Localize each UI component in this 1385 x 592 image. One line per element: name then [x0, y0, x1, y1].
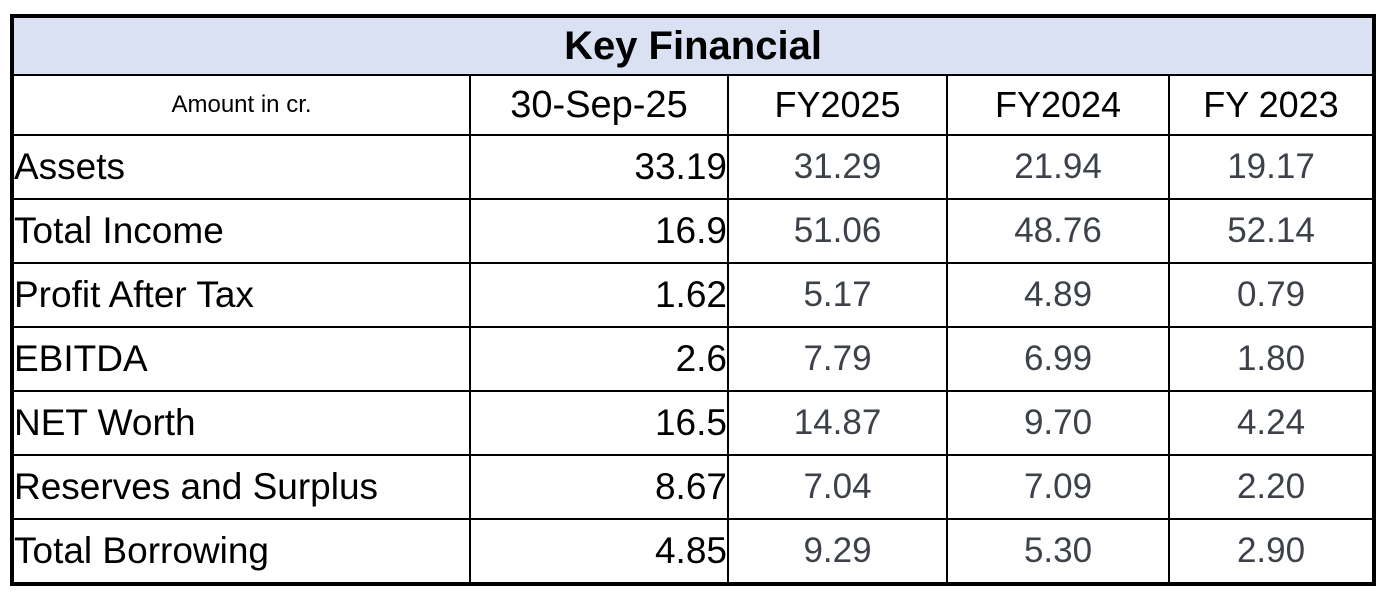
cell-value: 14.87: [727, 390, 948, 456]
title-row: Key Financial: [11, 15, 1375, 76]
table-row-net-worth: NET Worth 16.5 14.87 9.70 4.24: [11, 390, 1375, 456]
row-label: Profit After Tax: [11, 262, 471, 328]
cell-value: 52.14: [1168, 198, 1375, 264]
cell-value: 33.19: [469, 134, 729, 200]
cell-value: 0.79: [1168, 262, 1375, 328]
cell-value: 7.79: [727, 326, 948, 392]
cell-value: 4.89: [946, 262, 1170, 328]
row-label: EBITDA: [11, 326, 471, 392]
table-row-profit-after-tax: Profit After Tax 1.62 5.17 4.89 0.79: [11, 262, 1375, 328]
cell-value: 7.04: [727, 454, 948, 520]
cell-value: 5.17: [727, 262, 948, 328]
cell-value: 2.6: [469, 326, 729, 392]
cell-value: 51.06: [727, 198, 948, 264]
cell-value: 1.62: [469, 262, 729, 328]
cell-value: 21.94: [946, 134, 1170, 200]
cell-value: 8.67: [469, 454, 729, 520]
cell-value: 16.5: [469, 390, 729, 456]
cell-value: 9.29: [727, 518, 948, 585]
column-header-row: Amount in cr. 30-Sep-25 FY2025 FY2024 FY…: [11, 74, 1375, 136]
cell-value: 2.90: [1168, 518, 1375, 585]
cell-value: 6.99: [946, 326, 1170, 392]
row-label: Total Borrowing: [11, 518, 471, 585]
column-header-fy2025: FY2025: [727, 74, 948, 136]
table-row-reserves-and-surplus: Reserves and Surplus 8.67 7.04 7.09 2.20: [11, 454, 1375, 520]
cell-value: 16.9: [469, 198, 729, 264]
row-label: Reserves and Surplus: [11, 454, 471, 520]
cell-value: 2.20: [1168, 454, 1375, 520]
row-label: Assets: [11, 134, 471, 200]
cell-value: 4.24: [1168, 390, 1375, 456]
table-title: Key Financial: [11, 15, 1375, 76]
cell-value: 4.85: [469, 518, 729, 585]
table-row-ebitda: EBITDA 2.6 7.79 6.99 1.80: [11, 326, 1375, 392]
cell-value: 19.17: [1168, 134, 1375, 200]
table-row-assets: Assets 33.19 31.29 21.94 19.17: [11, 134, 1375, 200]
table-row-total-borrowing: Total Borrowing 4.85 9.29 5.30 2.90: [11, 518, 1375, 585]
cell-value: 7.09: [946, 454, 1170, 520]
cell-value: 9.70: [946, 390, 1170, 456]
cell-value: 5.30: [946, 518, 1170, 585]
key-financial-table: Key Financial Amount in cr. 30-Sep-25 FY…: [10, 14, 1376, 586]
cell-value: 48.76: [946, 198, 1170, 264]
unit-label: Amount in cr.: [11, 74, 471, 136]
column-header-fy2023: FY 2023: [1168, 74, 1375, 136]
row-label: Total Income: [11, 198, 471, 264]
column-header-30-sep-25: 30-Sep-25: [469, 74, 729, 136]
cell-value: 31.29: [727, 134, 948, 200]
column-header-fy2024: FY2024: [946, 74, 1170, 136]
row-label: NET Worth: [11, 390, 471, 456]
cell-value: 1.80: [1168, 326, 1375, 392]
table-row-total-income: Total Income 16.9 51.06 48.76 52.14: [11, 198, 1375, 264]
key-financial-panel: Key Financial Amount in cr. 30-Sep-25 FY…: [10, 14, 1376, 586]
